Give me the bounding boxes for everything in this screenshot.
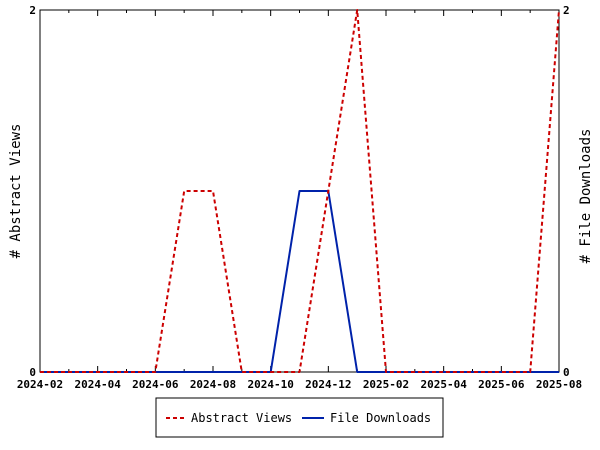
- x-tick-label: 2025-08: [536, 378, 582, 391]
- legend-label-abstract-views: Abstract Views: [191, 411, 292, 425]
- y-right-tick-label: 2: [563, 4, 570, 17]
- legend: Abstract Views File Downloads: [155, 397, 444, 438]
- y-left-tick-label: 2: [29, 4, 36, 17]
- y-left-tick-label: 0: [29, 366, 36, 379]
- x-tick-label: 2025-02: [363, 378, 409, 391]
- legend-box: [155, 397, 444, 438]
- x-tick-label: 2025-06: [478, 378, 525, 391]
- y-right-tick-label: 0: [563, 366, 570, 379]
- x-tick-label: 2024-10: [247, 378, 293, 391]
- x-axis-ticks: 2024-02 2024-04 2024-06 2024-08 2024-10 2024-…: [17, 10, 582, 391]
- x-tick-label: 2024-02: [17, 378, 63, 391]
- x-tick-label: 2025-04: [420, 378, 467, 391]
- x-tick-label: 2024-12: [305, 378, 351, 391]
- x-tick-label: 2024-08: [190, 378, 236, 391]
- y-axis-left-title: # Abstract Views: [8, 124, 24, 259]
- x-tick-label: 2024-06: [132, 378, 179, 391]
- x-tick-label: 2024-04: [74, 378, 121, 391]
- legend-label-file-downloads: File Downloads: [330, 411, 431, 425]
- series-lines: [39, 9, 560, 373]
- y-axis-right-title: # File Downloads: [578, 129, 594, 264]
